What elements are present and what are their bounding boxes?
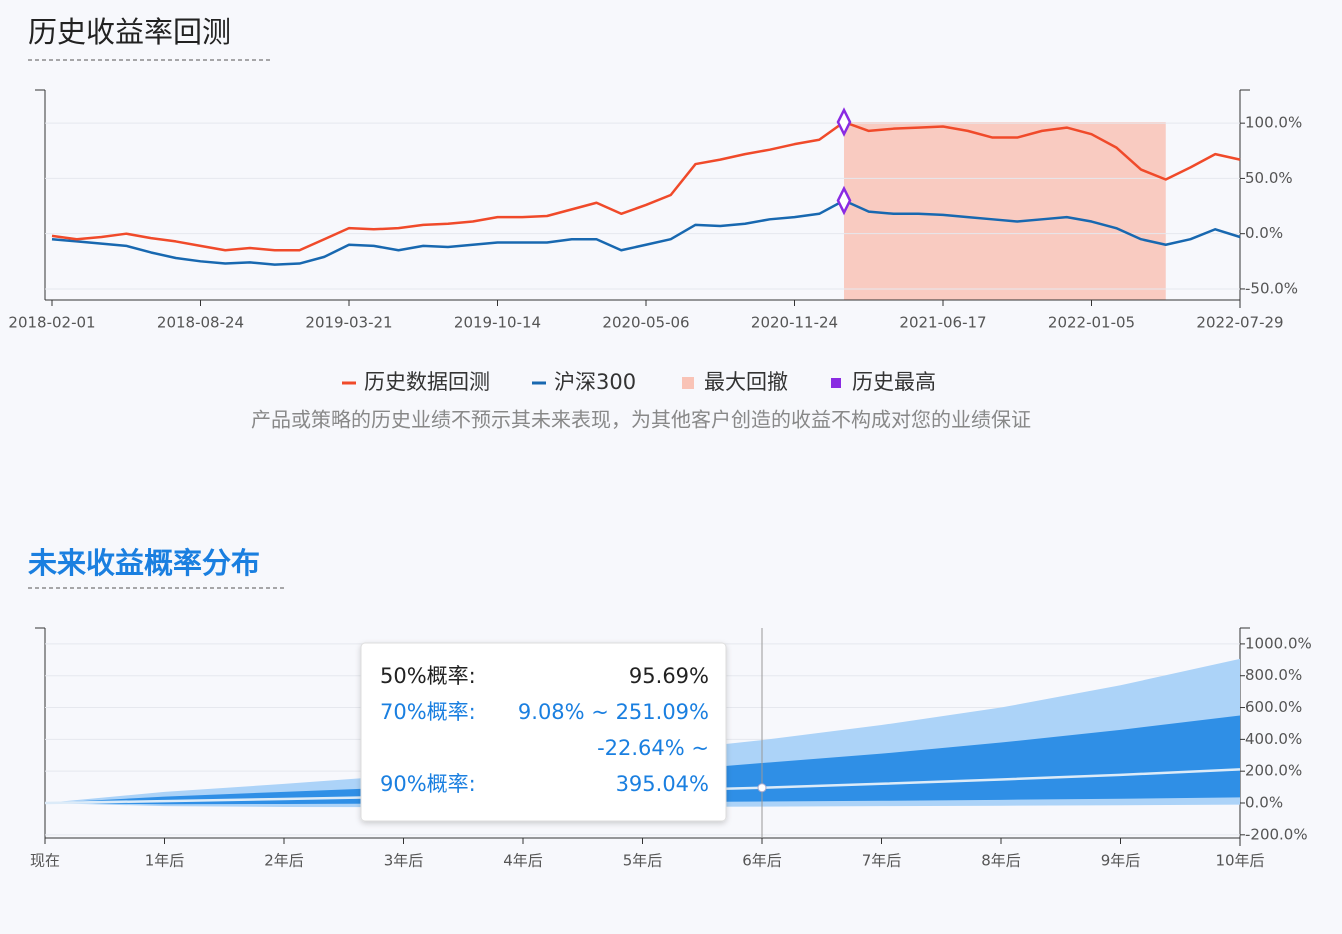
legend-label: 最大回撤 bbox=[704, 370, 788, 394]
history-chart: 100.0% 50.0% 0.0% -50.0% 2018-02-01 2018-08-2… bbox=[8, 89, 1302, 394]
tooltip-value: 395.04% bbox=[616, 772, 709, 796]
tooltip-label: 70%概率: bbox=[380, 700, 476, 724]
legend-label: 历史最高 bbox=[852, 370, 936, 394]
y-tick-label: 0.0% bbox=[1245, 794, 1283, 812]
series-line bbox=[51, 199, 1241, 266]
x-tick-label: 4年后 bbox=[503, 852, 543, 870]
x-tick-label: 2022-01-05 bbox=[1048, 314, 1135, 332]
y-tick-label: 1000.0% bbox=[1245, 634, 1312, 652]
tooltip-label: 50%概率: bbox=[380, 664, 476, 688]
legend-label: 历史数据回测 bbox=[364, 370, 490, 394]
x-tick-label: 2018-02-01 bbox=[8, 314, 95, 332]
y-tick-label: 600.0% bbox=[1245, 698, 1302, 716]
x-tick-label: 1年后 bbox=[145, 852, 185, 870]
x-tick-label: 3年后 bbox=[384, 852, 424, 870]
chart-title: 未来收益概率分布 bbox=[28, 546, 260, 580]
x-tick-label: 9年后 bbox=[1101, 852, 1141, 870]
forecast-chart: 1000.0% 800.0% 600.0% 400.0% 200.0% 0.0% -200.… bbox=[30, 627, 1312, 870]
x-tick-label: 8年后 bbox=[981, 852, 1021, 870]
y-tick-label: 50.0% bbox=[1245, 169, 1293, 187]
y-tick-label: 200.0% bbox=[1245, 762, 1302, 780]
max-drawdown bbox=[844, 122, 1166, 300]
x-tick-label: 2021-06-17 bbox=[899, 314, 986, 332]
peak-marker bbox=[836, 185, 852, 216]
series-line bbox=[51, 120, 1241, 252]
y-tick-label: 800.0% bbox=[1245, 666, 1302, 684]
hover-point bbox=[757, 783, 767, 793]
tooltip-value: 95.69% bbox=[629, 664, 709, 688]
legend-swatch bbox=[682, 377, 694, 389]
y-tick-label: 100.0% bbox=[1245, 114, 1302, 132]
x-tick-label: 5年后 bbox=[623, 852, 663, 870]
x-tick-label: 10年后 bbox=[1215, 852, 1264, 870]
tooltip-value: 9.08% ~ 251.09% bbox=[518, 700, 709, 724]
x-tick-label: 7年后 bbox=[862, 852, 902, 870]
x-tick-label: 2018-08-24 bbox=[157, 314, 244, 332]
x-tick-label: 6年后 bbox=[742, 852, 782, 870]
tooltip-box bbox=[360, 642, 727, 822]
y-tick-label: -200.0% bbox=[1245, 825, 1308, 843]
x-tick-label: 2020-05-06 bbox=[602, 314, 689, 332]
legend-label: 沪深300 bbox=[554, 370, 636, 394]
x-tick-label: 2022-07-29 bbox=[1196, 314, 1283, 332]
y-tick-label: 400.0% bbox=[1245, 730, 1302, 748]
y-tick-label: -50.0% bbox=[1245, 279, 1298, 297]
x-tick-label: 2020-11-24 bbox=[751, 314, 838, 332]
x-tick-label: 现在 bbox=[30, 852, 60, 870]
chart-title: 历史收益率回测 bbox=[28, 15, 231, 49]
tooltip-value: -22.64% ~ bbox=[597, 736, 709, 760]
x-tick-label: 2019-03-21 bbox=[305, 314, 392, 332]
tooltip-label: 90%概率: bbox=[380, 772, 476, 796]
disclaimer: 产品或策略的历史业绩不预示其未来表现，为其他客户创造的收益不构成对您的业绩保证 bbox=[251, 408, 1031, 432]
legend-swatch bbox=[831, 378, 841, 388]
y-tick-label: 0.0% bbox=[1245, 224, 1283, 242]
x-tick-label: 2年后 bbox=[264, 852, 304, 870]
x-tick-label: 2019-10-14 bbox=[454, 314, 541, 332]
peak-marker bbox=[836, 107, 852, 137]
